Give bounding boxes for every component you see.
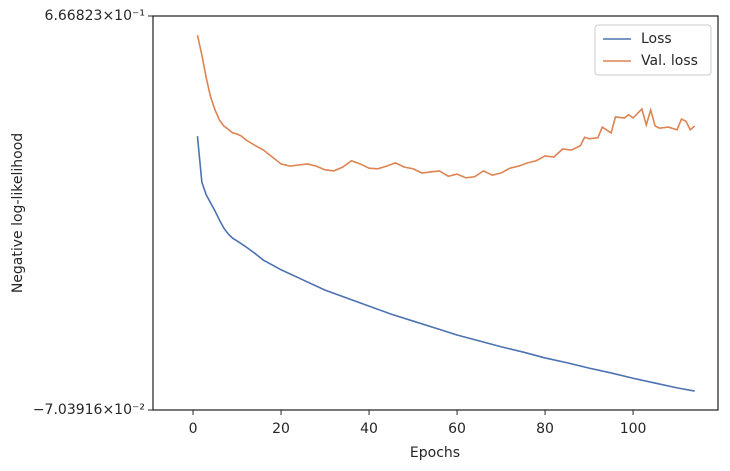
line [196,34,696,179]
x-tick-label: 0 [189,421,198,437]
x-axis-label: Epochs [410,445,460,461]
x-tick-label: 60 [448,421,466,437]
y-tick-label: −7.03916×10⁻² [33,402,145,418]
legend-label: Val. loss [641,53,698,69]
x-tick-label: 40 [360,421,378,437]
plot-frame [152,15,719,411]
x-tick-label: 80 [536,421,554,437]
y-tick-label: 6.66823×10⁻¹ [45,8,145,24]
y-axis-label: Negative log-likelihood [10,133,26,293]
x-tick-label: 20 [272,421,290,437]
legend-box [594,24,712,76]
x-tick-label: 100 [620,421,647,437]
legend-label: Loss [641,31,672,47]
line [196,136,695,392]
